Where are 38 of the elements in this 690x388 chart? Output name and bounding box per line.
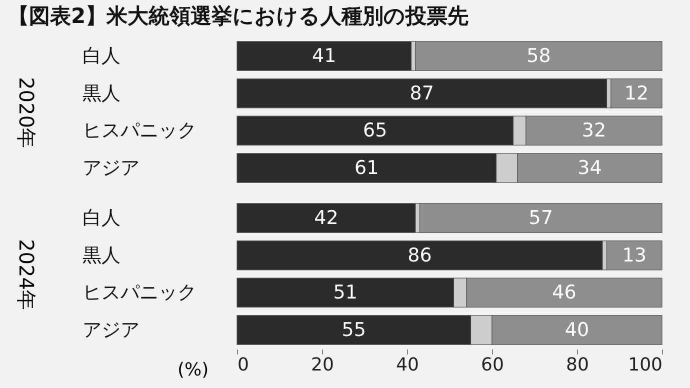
data-label: 61 [354,156,379,179]
y-tick-label: ヒスパニック [82,120,196,142]
data-label: 32 [582,120,606,142]
y-tick-label: 黒人 [82,244,120,266]
y-tick-label: 白人 [82,207,120,230]
x-tick-label: 60 [481,354,504,376]
data-label: 58 [526,45,551,68]
data-label: 51 [333,282,358,304]
data-label: 65 [363,120,388,142]
data-label: 34 [578,156,602,179]
x-tick-label: 80 [566,354,589,376]
x-tick-label: 20 [311,354,334,376]
x-axis-title: (%) [178,360,209,380]
y-axis-title: 2024年 [14,239,38,310]
data-label: 12 [624,82,649,104]
y-tick-label: アジア [82,156,140,179]
y-tick-label: 白人 [82,45,120,68]
y-tick-label: アジア [82,318,140,341]
data-label: 41 [312,45,336,68]
data-label: 57 [528,207,553,230]
y-axis-title: 2020年 [14,77,38,148]
data-label: 13 [622,244,646,266]
data-label: 46 [552,282,576,304]
data-label: 40 [564,318,590,341]
x-tick-label: 0 [238,354,249,376]
bar [415,41,662,71]
data-label: 42 [314,207,338,230]
x-tick-label: 40 [396,354,419,376]
bar [610,78,662,108]
bar [236,41,412,71]
chart-title: 【図表2】米大統領選挙における人種別の投票先 [8,4,469,28]
x-tick-label: 100 [628,354,662,376]
y-tick-label: 黒人 [82,82,120,104]
data-label: 55 [342,318,366,341]
bar [236,78,608,108]
data-label: 86 [408,244,432,266]
y-tick-label: ヒスパニック [82,282,196,304]
data-label: 87 [410,82,434,104]
